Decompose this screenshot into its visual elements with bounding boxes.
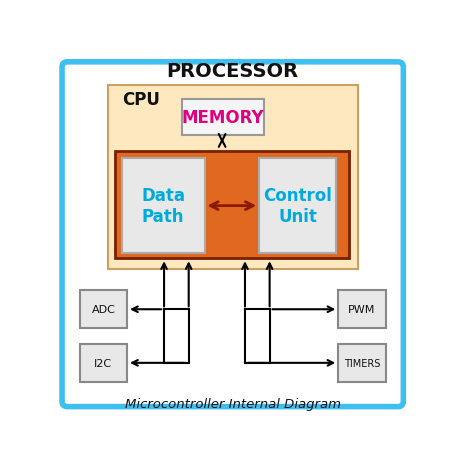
Text: MEMORY: MEMORY <box>182 109 264 127</box>
Text: Microcontroller Internal Diagram: Microcontroller Internal Diagram <box>125 397 340 410</box>
Text: CPU: CPU <box>122 91 160 109</box>
Text: Data
Path: Data Path <box>141 187 185 225</box>
Text: PWM: PWM <box>348 305 375 314</box>
FancyBboxPatch shape <box>115 152 349 259</box>
FancyBboxPatch shape <box>108 86 358 269</box>
FancyBboxPatch shape <box>79 344 127 382</box>
FancyBboxPatch shape <box>62 63 403 407</box>
FancyBboxPatch shape <box>338 291 386 328</box>
FancyBboxPatch shape <box>259 159 336 253</box>
FancyBboxPatch shape <box>338 344 386 382</box>
Text: Control
Unit: Control Unit <box>263 187 332 225</box>
Text: PROCESSOR: PROCESSOR <box>167 62 299 81</box>
Text: I2C: I2C <box>94 358 113 368</box>
Text: ADC: ADC <box>91 305 115 314</box>
FancyBboxPatch shape <box>122 159 205 253</box>
FancyBboxPatch shape <box>182 100 264 136</box>
Text: TIMERS: TIMERS <box>344 358 380 368</box>
FancyBboxPatch shape <box>79 291 127 328</box>
